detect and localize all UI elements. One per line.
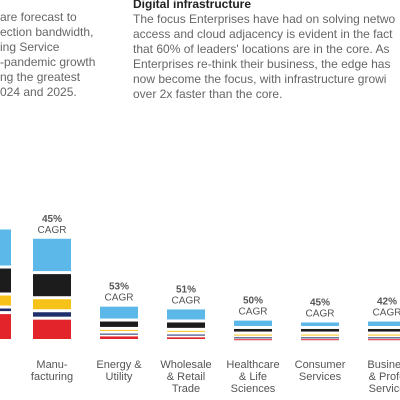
- section-line: access and cloud adjacency is evident in…: [133, 27, 393, 41]
- cagr-label: CAGR: [172, 295, 201, 306]
- intro-line: -pandemic growth: [0, 55, 96, 69]
- section-line: over 2x faster than the core.: [133, 87, 283, 101]
- category-label: Healthcare: [226, 359, 279, 371]
- bar-segment-blue: [0, 229, 11, 266]
- bar-segment-navy: [368, 337, 400, 339]
- bar-segment-yellow: [301, 334, 339, 336]
- bar-segment-red: [368, 339, 400, 341]
- category-label: facturing: [31, 371, 73, 383]
- intro-line: ection bandwidth,: [0, 25, 94, 39]
- cagr-label: CAGR: [373, 308, 400, 319]
- bar-segment-blue: [100, 306, 138, 319]
- cagr-value: 45%: [42, 214, 62, 225]
- bar-segment-navy: [234, 337, 272, 339]
- bar-segment-red: [100, 336, 138, 339]
- section-line: that 60% of leaders' locations are in th…: [133, 42, 390, 56]
- bar-segment-blue: [234, 320, 272, 326]
- bar-segment-yellow: [368, 334, 400, 336]
- bar-segment-red: [33, 319, 71, 339]
- cagr-label: CAGR: [239, 307, 268, 318]
- bar-segment-yellow: [100, 329, 138, 331]
- category-label: Sciences: [231, 383, 276, 395]
- cagr-label: CAGR: [105, 293, 134, 304]
- category-label: Wholesale: [160, 359, 211, 371]
- bar-segment-red: [234, 339, 272, 341]
- bar-segment-black: [301, 328, 339, 332]
- cagr-value: 45%: [310, 297, 330, 308]
- bar-segment-red: [167, 337, 205, 339]
- category-label: Services: [299, 371, 342, 383]
- bar-segment-yellow: [33, 299, 71, 310]
- bar-segment-red: [301, 339, 339, 341]
- bar-segment-black: [100, 321, 138, 327]
- bar-segment-blue: [33, 238, 71, 272]
- category-label: Service: [369, 383, 400, 395]
- section-line: Enterprises re-think their business, the…: [133, 57, 391, 71]
- bar-segment-black: [234, 328, 272, 332]
- intro-line: 024 and 2025.: [0, 85, 77, 99]
- intro-paragraph: are forecast to ection bandwidth, ing Se…: [0, 10, 122, 100]
- bar-segment-yellow: [167, 330, 205, 332]
- bar-segment-black: [0, 268, 11, 293]
- bar-segment-blue: [301, 322, 339, 326]
- category-label: Busines: [367, 359, 400, 371]
- section-line: now become the focus, with infrastructur…: [133, 72, 387, 86]
- bar-segment-navy: [33, 312, 71, 317]
- bar-segment-navy: [301, 337, 339, 339]
- category-label: & Profe: [369, 371, 400, 383]
- category-label: Trade: [172, 383, 200, 395]
- intro-line: are forecast to: [0, 10, 77, 24]
- bar-segment-red: [0, 314, 11, 339]
- bar-segment-yellow: [234, 334, 272, 336]
- bar-segment-yellow: [0, 295, 11, 306]
- category-label: & Retail: [167, 371, 206, 383]
- cagr-label: CAGR: [38, 225, 67, 236]
- bar-segment-black: [368, 328, 400, 332]
- section-paragraph: The focus Enterprises have had on solvin…: [133, 12, 400, 102]
- bar-segment-blue: [167, 309, 205, 320]
- category-label: Manu-: [36, 359, 68, 371]
- bar-segment-navy: [167, 334, 205, 336]
- category-label: & Life: [239, 371, 267, 383]
- category-label: Consumer: [295, 359, 346, 371]
- bar-segment-black: [33, 274, 71, 297]
- intro-line: ng the greatest: [0, 70, 81, 84]
- cagr-label: CAGR: [306, 308, 335, 319]
- bar-segment-navy: [100, 333, 138, 335]
- category-label: Utility: [106, 371, 133, 383]
- section-line: The focus Enterprises have had on solvin…: [133, 12, 396, 26]
- cagr-value: 42%: [377, 297, 397, 308]
- cagr-value: 50%: [243, 296, 263, 307]
- section-title: Digital infrastructure: [133, 0, 252, 11]
- cagr-value: 53%: [109, 282, 129, 293]
- bar-segment-navy: [0, 308, 11, 312]
- category-label: Energy &: [96, 359, 142, 371]
- intro-line: ing Service: [0, 40, 60, 54]
- cagr-value: 51%: [176, 284, 196, 295]
- bar-segment-blue: [368, 321, 400, 326]
- bar-segment-black: [167, 322, 205, 328]
